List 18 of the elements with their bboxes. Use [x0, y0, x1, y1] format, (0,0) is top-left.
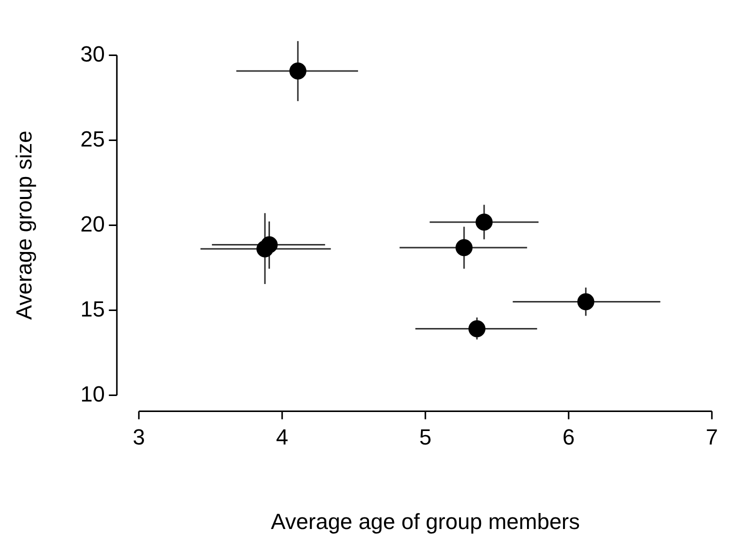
x-tick-label: 3 — [132, 424, 145, 450]
y-tick-label: 10 — [80, 381, 105, 406]
point — [468, 320, 486, 338]
x-tick-label: 4 — [276, 424, 288, 450]
y-tick-label: 20 — [80, 211, 105, 236]
point — [577, 293, 594, 310]
x-tick-label: 7 — [706, 424, 718, 450]
y-tick-label: 15 — [80, 296, 105, 322]
point — [456, 239, 473, 256]
x-tick-label: 6 — [562, 424, 575, 450]
y-axis-title: Average group size — [11, 130, 36, 320]
x-tick-label: 5 — [419, 424, 432, 450]
point — [289, 62, 306, 80]
y-tick-label: 30 — [80, 41, 105, 66]
point — [476, 214, 493, 231]
x-axis-title: Average age of group members — [270, 508, 580, 534]
y-tick-label: 25 — [80, 126, 105, 152]
point — [260, 236, 278, 254]
